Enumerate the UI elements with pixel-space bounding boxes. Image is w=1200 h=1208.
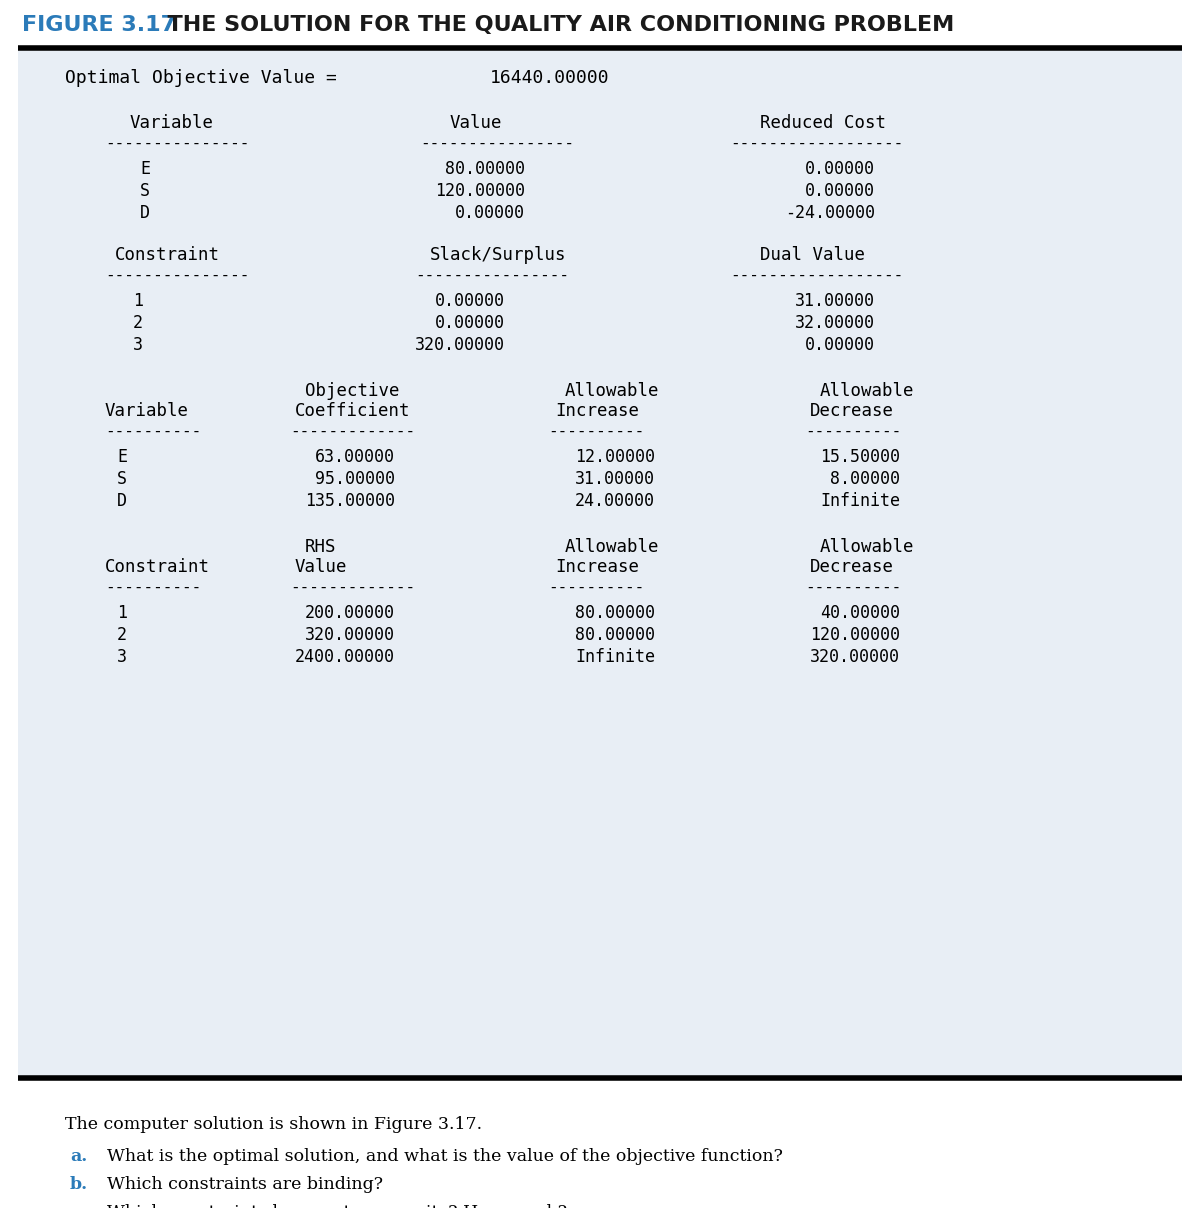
Text: 1: 1 <box>118 604 127 622</box>
FancyBboxPatch shape <box>18 48 1182 1078</box>
Text: Allowable: Allowable <box>820 538 914 556</box>
Text: 0.00000: 0.00000 <box>436 314 505 332</box>
Text: 200.00000: 200.00000 <box>305 604 395 622</box>
Text: 3: 3 <box>133 336 143 354</box>
Text: Infinite: Infinite <box>820 492 900 510</box>
Text: 24.00000: 24.00000 <box>575 492 655 510</box>
Text: Which constraint shows extra capacity? How much?: Which constraint shows extra capacity? H… <box>107 1204 568 1208</box>
Text: 320.00000: 320.00000 <box>305 626 395 644</box>
Text: Value: Value <box>295 558 348 576</box>
Text: RHS: RHS <box>305 538 336 556</box>
Text: Constraint: Constraint <box>115 246 220 265</box>
Text: 0.00000: 0.00000 <box>805 159 875 178</box>
Text: ---------------: --------------- <box>106 135 250 151</box>
Text: Increase: Increase <box>554 402 640 420</box>
Text: 320.00000: 320.00000 <box>810 647 900 666</box>
Text: Variable: Variable <box>106 402 190 420</box>
Text: 16440.00000: 16440.00000 <box>490 69 610 87</box>
Text: 0.00000: 0.00000 <box>455 204 526 222</box>
Text: -24.00000: -24.00000 <box>785 204 875 222</box>
Text: 2: 2 <box>133 314 143 332</box>
Text: Allowable: Allowable <box>820 382 914 400</box>
Text: S: S <box>140 182 150 201</box>
Text: b.: b. <box>70 1177 88 1194</box>
Text: Allowable: Allowable <box>565 538 660 556</box>
Text: ------------------: ------------------ <box>730 267 904 283</box>
Text: Value: Value <box>450 114 503 132</box>
Text: Decrease: Decrease <box>810 558 894 576</box>
Text: Optimal Objective Value =: Optimal Objective Value = <box>65 69 337 87</box>
Text: Dual Value: Dual Value <box>760 246 865 265</box>
Text: 135.00000: 135.00000 <box>305 492 395 510</box>
Text: 15.50000: 15.50000 <box>820 448 900 466</box>
Text: 0.00000: 0.00000 <box>436 292 505 310</box>
Text: 80.00000: 80.00000 <box>575 626 655 644</box>
Text: E: E <box>140 159 150 178</box>
Text: THE SOLUTION FOR THE QUALITY AIR CONDITIONING PROBLEM: THE SOLUTION FOR THE QUALITY AIR CONDITI… <box>152 14 954 35</box>
Text: Increase: Increase <box>554 558 640 576</box>
Text: -------------: ------------- <box>290 580 415 594</box>
Text: D: D <box>118 492 127 510</box>
Text: ----------: ---------- <box>106 580 202 594</box>
Text: The computer solution is shown in Figure 3.17.: The computer solution is shown in Figure… <box>65 1116 482 1133</box>
Text: E: E <box>118 448 127 466</box>
Text: FIGURE 3.17: FIGURE 3.17 <box>22 14 176 35</box>
Text: 120.00000: 120.00000 <box>810 626 900 644</box>
Text: 3: 3 <box>118 647 127 666</box>
Text: ----------------: ---------------- <box>420 135 574 151</box>
Text: Slack/Surplus: Slack/Surplus <box>430 246 566 265</box>
Text: 32.00000: 32.00000 <box>796 314 875 332</box>
Text: Coefficient: Coefficient <box>295 402 410 420</box>
Text: ----------: ---------- <box>805 424 901 439</box>
Text: -------------: ------------- <box>290 424 415 439</box>
Text: 95.00000: 95.00000 <box>314 470 395 488</box>
Text: ----------------: ---------------- <box>415 267 569 283</box>
Text: a.: a. <box>70 1148 88 1165</box>
Text: 40.00000: 40.00000 <box>820 604 900 622</box>
Text: Allowable: Allowable <box>565 382 660 400</box>
Text: Which constraints are binding?: Which constraints are binding? <box>107 1177 383 1194</box>
Text: 320.00000: 320.00000 <box>415 336 505 354</box>
Text: 80.00000: 80.00000 <box>575 604 655 622</box>
Text: 2400.00000: 2400.00000 <box>295 647 395 666</box>
Text: 80.00000: 80.00000 <box>445 159 526 178</box>
Text: ---------------: --------------- <box>106 267 250 283</box>
Text: Constraint: Constraint <box>106 558 210 576</box>
Text: 0.00000: 0.00000 <box>805 182 875 201</box>
Text: 63.00000: 63.00000 <box>314 448 395 466</box>
Text: 31.00000: 31.00000 <box>796 292 875 310</box>
Text: 8.00000: 8.00000 <box>830 470 900 488</box>
Text: D: D <box>140 204 150 222</box>
Text: c.: c. <box>70 1204 86 1208</box>
Text: ----------: ---------- <box>548 580 644 594</box>
Text: ----------: ---------- <box>805 580 901 594</box>
Text: Infinite: Infinite <box>575 647 655 666</box>
Text: What is the optimal solution, and what is the value of the objective function?: What is the optimal solution, and what i… <box>107 1148 782 1165</box>
Text: 31.00000: 31.00000 <box>575 470 655 488</box>
Text: S: S <box>118 470 127 488</box>
Text: Variable: Variable <box>130 114 214 132</box>
Text: 12.00000: 12.00000 <box>575 448 655 466</box>
Text: Reduced Cost: Reduced Cost <box>760 114 886 132</box>
Text: ------------------: ------------------ <box>730 135 904 151</box>
Text: Objective: Objective <box>305 382 400 400</box>
Text: 0.00000: 0.00000 <box>805 336 875 354</box>
Text: 120.00000: 120.00000 <box>436 182 526 201</box>
Text: 2: 2 <box>118 626 127 644</box>
Text: ----------: ---------- <box>548 424 644 439</box>
Text: ----------: ---------- <box>106 424 202 439</box>
Text: 1: 1 <box>133 292 143 310</box>
Text: Decrease: Decrease <box>810 402 894 420</box>
